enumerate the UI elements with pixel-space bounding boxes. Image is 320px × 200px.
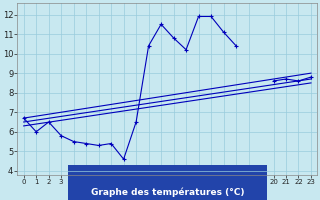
X-axis label: Graphe des températures (°C): Graphe des températures (°C): [91, 188, 244, 197]
